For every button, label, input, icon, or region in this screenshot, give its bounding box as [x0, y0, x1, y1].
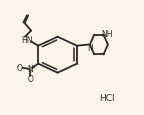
Text: NH: NH	[101, 30, 113, 39]
Text: +: +	[30, 65, 35, 69]
Text: HN: HN	[22, 36, 33, 44]
Text: -: -	[16, 63, 19, 69]
Text: HCl: HCl	[99, 93, 114, 102]
Text: O: O	[17, 64, 22, 73]
Text: N: N	[87, 43, 93, 52]
Text: N: N	[28, 65, 33, 74]
Text: O: O	[27, 75, 33, 83]
